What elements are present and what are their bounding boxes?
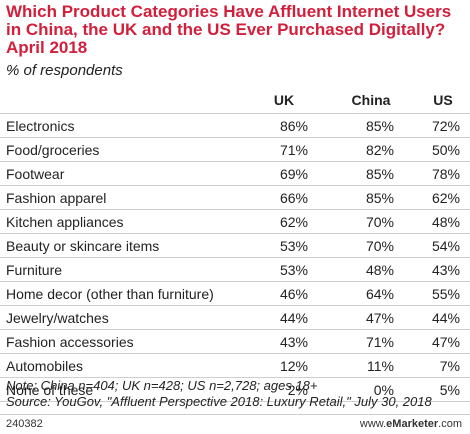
value-uk: 71% (279, 142, 308, 158)
chart-id: 240382 (6, 418, 43, 430)
chart-subtitle: % of respondents (6, 62, 123, 79)
value-us: 54% (431, 238, 460, 254)
brand-logo: www.eMarketer.com (360, 418, 462, 430)
table-row: Fashion apparel 66% 85% 62% (0, 185, 470, 209)
column-header-uk: UK (273, 92, 295, 108)
value-china: 85% (365, 190, 394, 206)
value-us: 72% (431, 118, 460, 134)
value-china: 47% (365, 310, 394, 326)
category-label: Beauty or skincare items (6, 238, 160, 254)
value-us: 43% (431, 262, 460, 278)
table-row: Beauty or skincare items 53% 70% 54% (0, 233, 470, 257)
value-us: 47% (431, 334, 460, 350)
category-label: Automobiles (6, 358, 84, 374)
value-us: 7% (439, 358, 460, 374)
table-row: Home decor (other than furniture) 46% 64% 5… (0, 281, 470, 305)
value-china: 11% (367, 358, 394, 374)
brand-suffix: .com (438, 418, 462, 430)
value-china: 82% (365, 142, 394, 158)
value-china: 0% (373, 382, 394, 398)
category-label: Electronics (6, 118, 75, 134)
value-china: 64% (365, 286, 394, 302)
column-header-us: US (433, 92, 453, 108)
brand-prefix: www. (359, 418, 387, 430)
chart-notes: Note: China n=404; UK n=428; US n=2,728;… (6, 378, 432, 410)
value-china: 85% (365, 118, 394, 134)
value-uk: 43% (279, 334, 308, 350)
value-uk: 53% (279, 262, 308, 278)
brand-name: eMarketer (386, 418, 439, 430)
category-label: None of these (6, 382, 94, 398)
value-uk: 2% (287, 382, 308, 398)
value-uk: 12% (279, 358, 308, 374)
table-header: UK China US (0, 92, 470, 112)
value-china: 71% (365, 334, 394, 350)
value-china: 48% (365, 262, 394, 278)
table-row: Footwear 69% 85% 78% (0, 161, 470, 185)
table-row: Automobiles 12% 11% 7% (0, 353, 470, 377)
category-label: Footwear (6, 166, 65, 182)
table-body: Electronics 86% 85% 72% Food/groceries 71% 82%… (0, 113, 470, 402)
category-label: Fashion apparel (6, 190, 107, 206)
footer: 240382 www.eMarketer.com (0, 414, 470, 434)
source-text: Source: YouGov, "Affluent Perspective 20… (6, 394, 432, 409)
value-uk: 44% (279, 310, 308, 326)
value-china: 70% (365, 238, 394, 254)
table-row: Furniture 53% 48% 43% (0, 257, 470, 281)
table-row: Jewelry/watches 44% 47% 44% (0, 305, 470, 329)
table-row: Kitchen appliances 62% 70% 48% (0, 209, 470, 233)
value-us: 48% (431, 214, 460, 230)
value-us: 50% (431, 142, 460, 158)
category-label: Fashion accessories (6, 334, 134, 350)
category-label: Furniture (6, 262, 63, 278)
value-china: 70% (365, 214, 394, 230)
value-china: 85% (365, 166, 394, 182)
value-us: 62% (431, 190, 460, 206)
category-label: Kitchen appliances (6, 214, 124, 230)
value-uk: 46% (279, 286, 308, 302)
value-uk: 53% (279, 238, 308, 254)
table-row: None of these 2% 0% 5% (0, 377, 470, 402)
value-uk: 86% (279, 118, 308, 134)
chart-title: Which Product Categories Have Affluent I… (6, 2, 452, 57)
column-header-china: China (351, 92, 391, 108)
category-label: Food/groceries (6, 142, 100, 158)
value-uk: 69% (279, 166, 308, 182)
table-row: Food/groceries 71% 82% 50% (0, 137, 470, 161)
category-label: Home decor (other than furniture) (6, 286, 214, 302)
value-us: 5% (439, 382, 460, 398)
category-label: Jewelry/watches (6, 310, 109, 326)
value-us: 55% (431, 286, 460, 302)
table-row: Electronics 86% 85% 72% (0, 113, 470, 137)
table-row: Fashion accessories 43% 71% 47% (0, 329, 470, 353)
value-uk: 66% (279, 190, 308, 206)
value-us: 44% (431, 310, 460, 326)
value-us: 78% (431, 166, 460, 182)
value-uk: 62% (279, 214, 308, 230)
note-text: Note: China n=404; UK n=428; US n=2,728;… (6, 378, 318, 393)
